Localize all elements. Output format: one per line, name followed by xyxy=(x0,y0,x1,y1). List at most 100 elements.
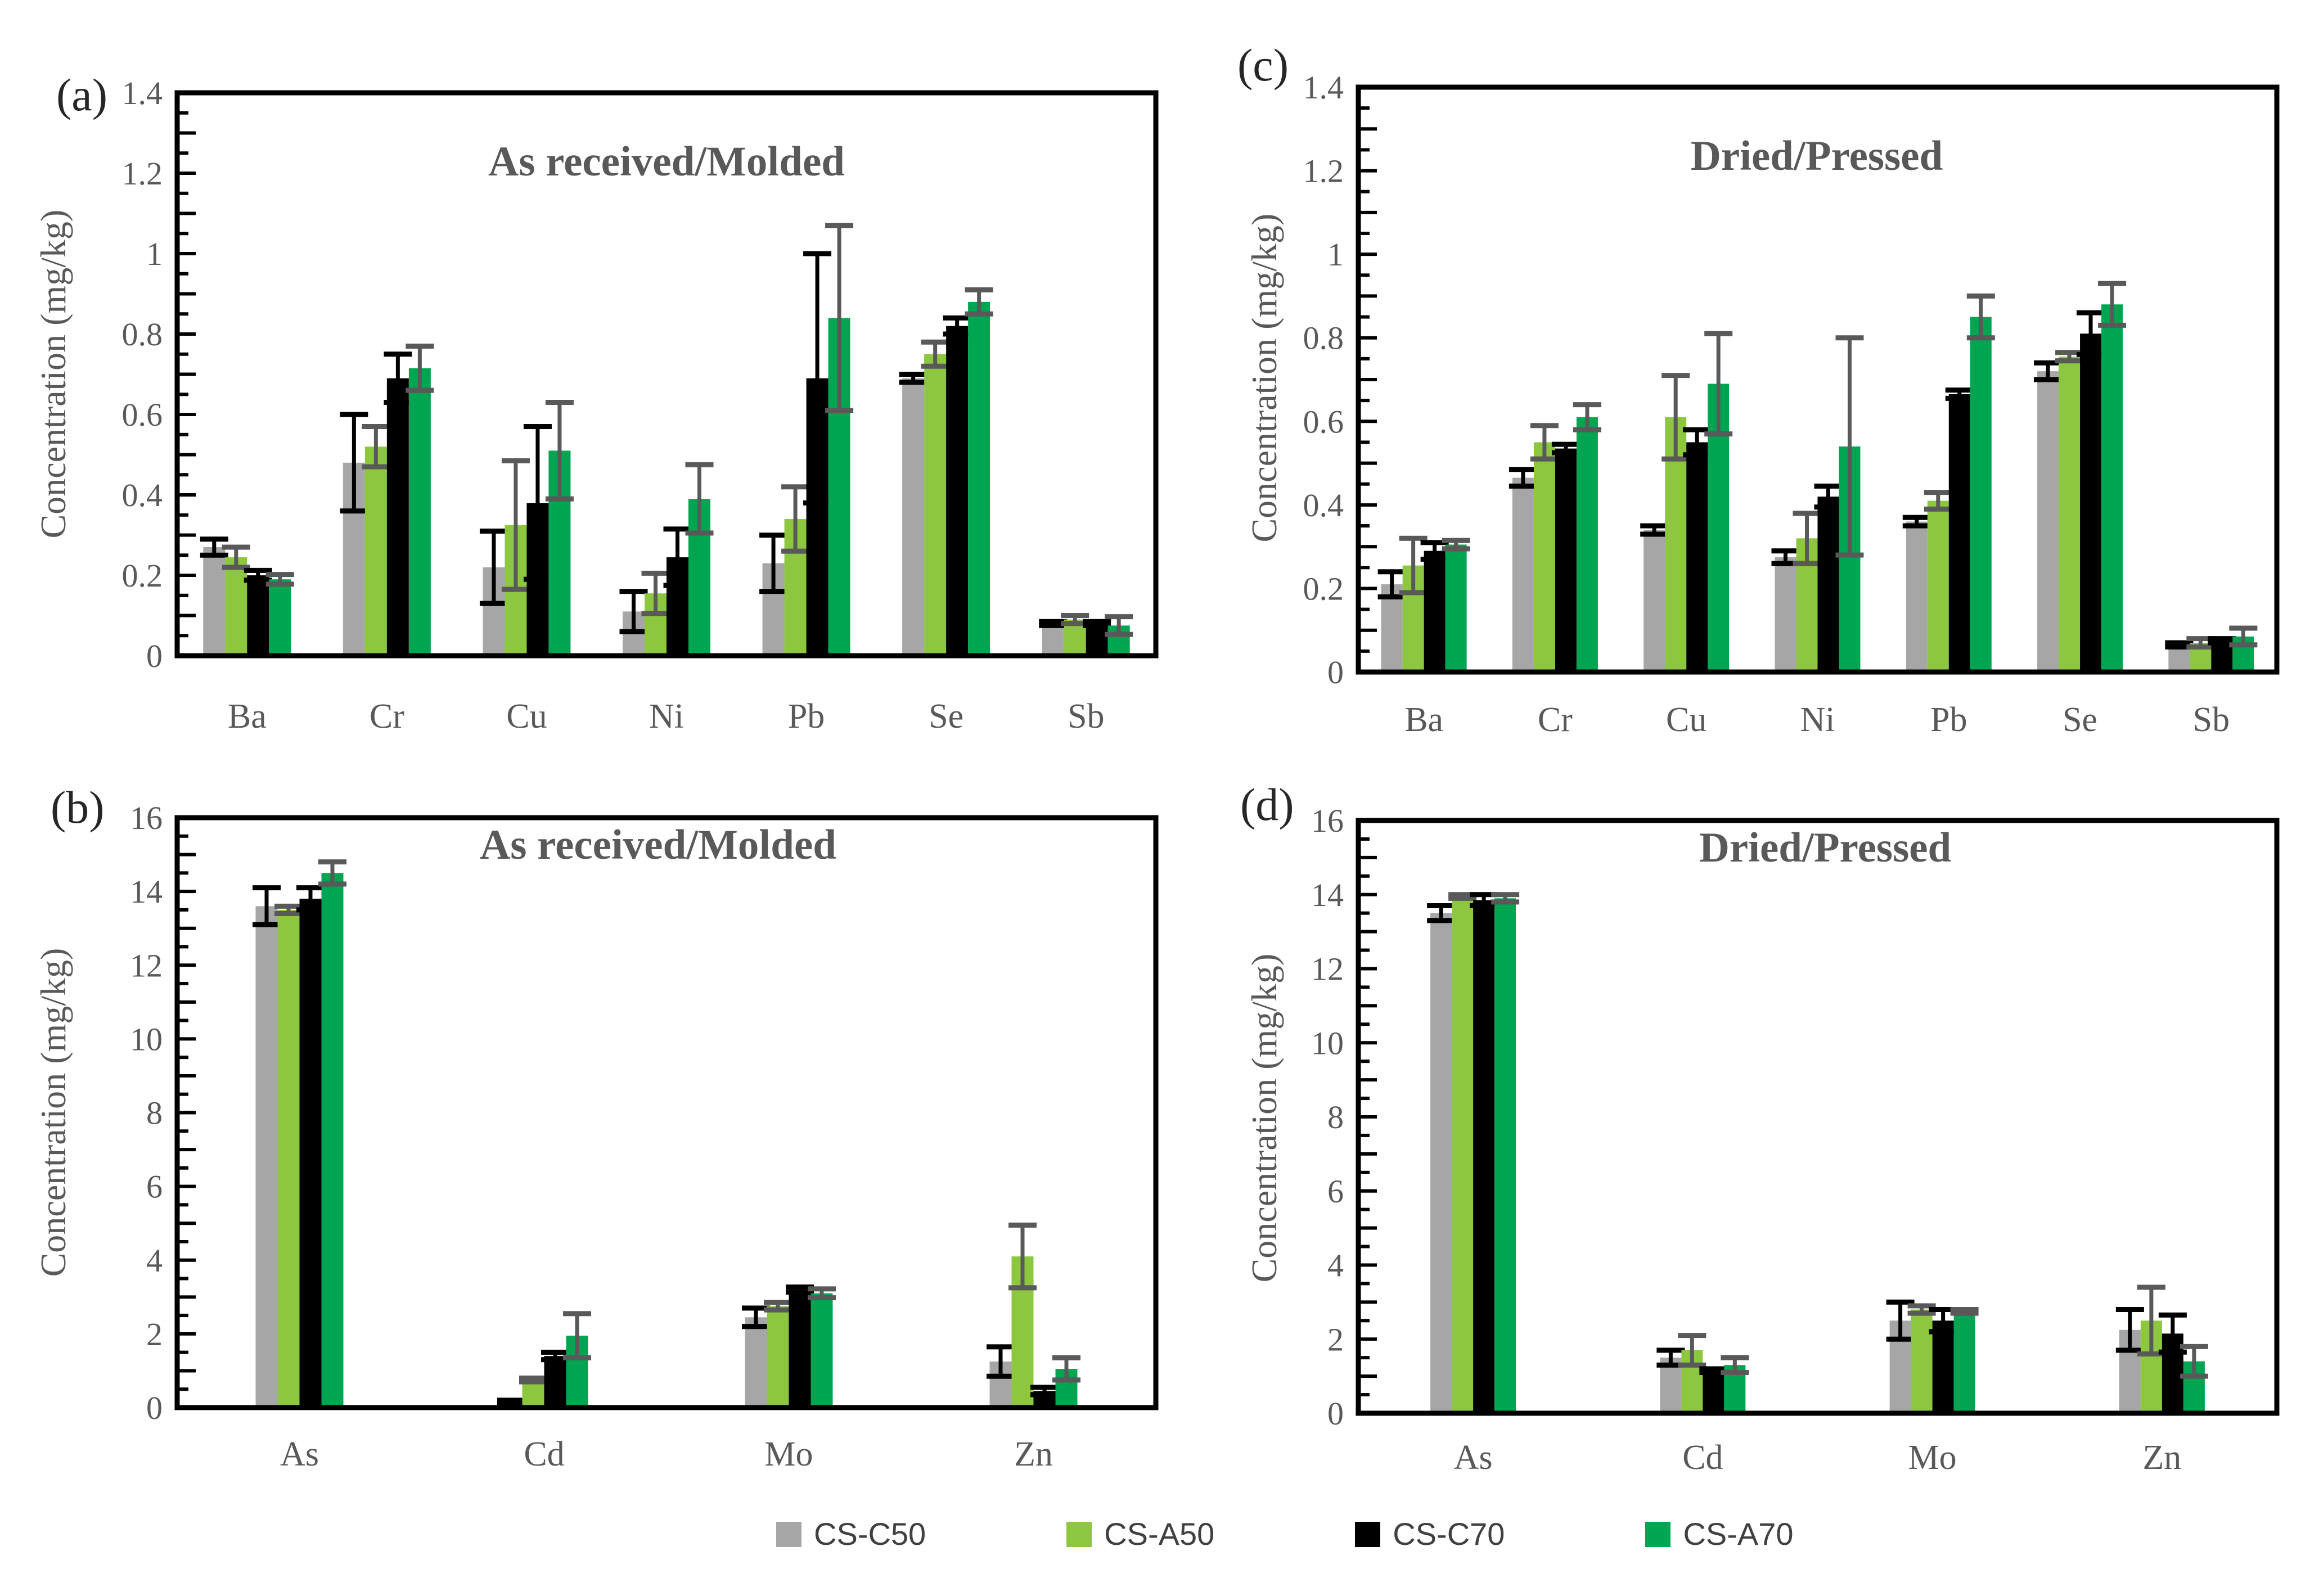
y-tick-label: 2 xyxy=(1327,1321,1344,1358)
bar-a-Cr-CS-C70 xyxy=(386,378,409,656)
y-tick-label: 0.4 xyxy=(1303,487,1344,524)
bar-chart-panel-b: 0 2 4 6 8 10 12 14 16 As Cd Mo Zn xyxy=(130,800,1159,1473)
y-tick-label: 1.2 xyxy=(1303,153,1344,190)
y-tick-label: 4 xyxy=(146,1242,163,1279)
bar-chart-panel-c: 0 0.2 0.4 0.6 0.8 1 1.2 1.4 Ba Cr Cu Ni Pb Se Sb xyxy=(1303,69,2280,739)
bar-c-Ba-CS-C70 xyxy=(1424,551,1446,672)
bar-c-Pb-CS-A50 xyxy=(1927,501,1949,672)
y-tick-label: 1.4 xyxy=(1303,69,1344,106)
bar-b-Mo-CS-C50 xyxy=(745,1317,767,1408)
bar-chart-panel-d: 0 2 4 6 8 10 12 14 16 As Cd Mo Zn xyxy=(1311,802,2280,1477)
x-category-label: Mo xyxy=(1908,1439,1957,1477)
x-category-label: Se xyxy=(929,697,963,736)
y-tick-label: 6 xyxy=(146,1169,163,1205)
bar-b-As-CS-A70 xyxy=(321,873,344,1408)
bar-d-As-CS-A70 xyxy=(1494,898,1516,1413)
legend-label-cs-a70: CS-A70 xyxy=(1683,1516,1794,1552)
bar-d-Mo-CS-A50 xyxy=(1911,1309,1933,1413)
bar-a-Sb-CS-C50 xyxy=(1042,623,1064,656)
y-tick-label: 10 xyxy=(130,1021,163,1057)
bar-d-Mo-CS-A70 xyxy=(1953,1311,1975,1413)
bar-b-Mo-CS-A50 xyxy=(767,1306,789,1408)
y-tick-label: 1.4 xyxy=(122,75,163,111)
y-tick-label: 0 xyxy=(1327,654,1344,691)
bar-d-As-CS-C70 xyxy=(1473,900,1495,1413)
y-tick-label: 2 xyxy=(146,1316,163,1352)
y-tick-label: 8 xyxy=(146,1095,163,1131)
legend-swatch-cs-a50 xyxy=(1066,1521,1092,1547)
plot-border xyxy=(174,815,1159,1410)
y-tick-label: 16 xyxy=(1311,802,1344,839)
legend-swatch-cs-c70 xyxy=(1355,1521,1381,1547)
y-tick-label: 0.2 xyxy=(122,557,163,594)
legend: CS-C50 CS-A50 CS-C70 CS-A70 xyxy=(776,1518,1794,1550)
bar-c-Ba-CS-A70 xyxy=(1445,544,1467,672)
chart-title-d: Dried/Pressed xyxy=(1699,824,1952,871)
legend-item-cs-a70: CS-A70 xyxy=(1645,1516,1794,1552)
x-category-label: Cu xyxy=(506,697,547,736)
bar-d-As-CS-C50 xyxy=(1430,913,1452,1413)
legend-item-cs-a50: CS-A50 xyxy=(1066,1518,1214,1550)
bar-c-Ni-CS-C70 xyxy=(1817,497,1839,672)
y-tick-label: 0.8 xyxy=(1303,320,1344,357)
x-category-label: Cu xyxy=(1666,701,1706,739)
x-category-label: Pb xyxy=(1930,701,1967,739)
x-category-label: Ba xyxy=(1404,701,1443,739)
bar-c-Sb-CS-C70 xyxy=(2211,641,2233,672)
bar-c-Cr-CS-C70 xyxy=(1555,448,1577,672)
y-tick-label: 14 xyxy=(1311,877,1344,913)
bar-a-Sb-CS-C70 xyxy=(1086,623,1108,656)
bar-a-Cr-CS-A70 xyxy=(408,368,431,656)
x-category-label: Ni xyxy=(1800,701,1835,739)
bar-c-Cr-CS-C50 xyxy=(1512,477,1534,672)
y-tick-label: 1.2 xyxy=(122,155,163,192)
bar-c-Cr-CS-A70 xyxy=(1576,417,1598,672)
x-category-label: Sb xyxy=(1068,697,1104,736)
bar-c-Ni-CS-C50 xyxy=(1775,557,1796,672)
y-tick-label: 14 xyxy=(130,873,163,910)
x-category-label: As xyxy=(1454,1439,1493,1477)
bar-d-As-CS-A50 xyxy=(1452,896,1474,1413)
bar-c-Pb-CS-A70 xyxy=(1970,317,1992,672)
y-tick-label: 0 xyxy=(146,1390,163,1426)
x-category-label: Cr xyxy=(370,697,404,736)
bar-c-Se-CS-A50 xyxy=(2059,357,2081,672)
bar-c-Pb-CS-C70 xyxy=(1948,394,1970,672)
x-category-label: Sb xyxy=(2193,701,2230,739)
bar-d-Mo-CS-C70 xyxy=(1932,1320,1954,1413)
bar-a-Ba-CS-C50 xyxy=(203,547,226,656)
y-tick-label: 0 xyxy=(1327,1395,1344,1432)
bar-b-As-CS-C50 xyxy=(255,906,278,1408)
bar-c-Se-CS-C50 xyxy=(2037,371,2059,672)
legend-item-cs-c50: CS-C50 xyxy=(776,1518,926,1550)
x-category-label: Cr xyxy=(1538,701,1573,739)
y-tick-label: 0.2 xyxy=(1303,570,1344,607)
bar-a-Se-CS-C70 xyxy=(946,326,969,656)
bar-a-Cr-CS-A50 xyxy=(364,447,387,656)
panel-label-b: (b) xyxy=(51,782,105,833)
panel-label-d: (d) xyxy=(1240,779,1294,830)
bar-b-Cd-CS-A50 xyxy=(522,1379,544,1408)
chart-title-c: Dried/Pressed xyxy=(1690,133,1943,179)
bar-a-Se-CS-A70 xyxy=(968,301,990,656)
y-tick-label: 16 xyxy=(130,800,163,836)
bar-a-Ba-CS-C70 xyxy=(247,575,269,656)
chart-title-a: As received/Molded xyxy=(488,138,845,185)
y-tick-label: 12 xyxy=(1311,951,1344,988)
y-tick-label: 0.8 xyxy=(122,316,163,353)
y-tick-label: 0.6 xyxy=(122,396,163,433)
bar-c-Cu-CS-C50 xyxy=(1643,530,1665,672)
y-tick-label: 6 xyxy=(1327,1173,1344,1210)
x-category-label: Ni xyxy=(649,697,684,736)
panel-label-c: (c) xyxy=(1237,39,1289,91)
bar-c-Pb-CS-C50 xyxy=(1906,521,1928,672)
y-tick-label: 0.4 xyxy=(122,477,163,513)
x-category-label: As xyxy=(280,1435,319,1473)
bar-b-Cd-CS-C70 xyxy=(544,1356,566,1408)
plot-border xyxy=(174,90,1159,659)
legend-item-cs-c70: CS-C70 xyxy=(1355,1518,1505,1550)
x-category-label: Pb xyxy=(788,697,825,736)
bar-b-As-CS-C70 xyxy=(299,899,322,1408)
bar-d-Cd-CS-C70 xyxy=(1703,1370,1724,1413)
